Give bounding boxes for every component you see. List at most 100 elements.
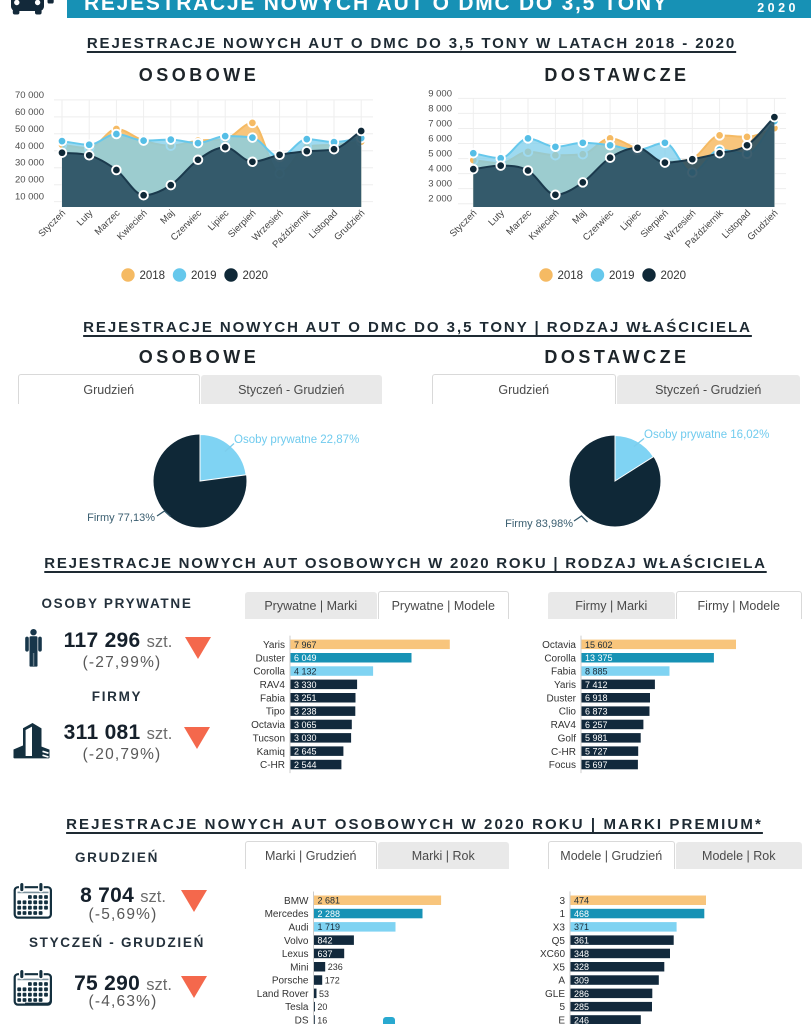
svg-text:1: 1 — [559, 909, 565, 920]
svg-text:7 000: 7 000 — [428, 119, 452, 130]
svg-text:C-HR: C-HR — [551, 747, 576, 758]
svg-text:Osoby prywatne 16,02%: Osoby prywatne 16,02% — [644, 429, 769, 441]
svg-text:Lipiec: Lipiec — [206, 208, 232, 234]
svg-text:Luty: Luty — [486, 208, 507, 229]
svg-text:Octavia: Octavia — [251, 720, 285, 731]
svg-text:5 727: 5 727 — [585, 747, 608, 757]
svg-text:Osoby prywatne 22,87%: Osoby prywatne 22,87% — [234, 434, 359, 446]
svg-text:Lexus: Lexus — [282, 949, 309, 960]
svg-text:285: 285 — [574, 1002, 589, 1012]
svg-text:3: 3 — [559, 896, 565, 907]
svg-text:Firmy 83,98%: Firmy 83,98% — [505, 518, 573, 530]
svg-text:Yaris: Yaris — [554, 680, 576, 691]
svg-text:3 251: 3 251 — [294, 693, 317, 703]
svg-text:Kwiecień: Kwiecień — [115, 208, 150, 243]
svg-text:2018: 2018 — [140, 270, 166, 282]
svg-text:4 132: 4 132 — [294, 667, 317, 677]
svg-text:50 000: 50 000 — [15, 124, 44, 135]
svg-text:20 000: 20 000 — [15, 175, 44, 186]
svg-text:Mercedes: Mercedes — [265, 909, 309, 920]
svg-text:6 918: 6 918 — [585, 693, 608, 703]
svg-text:348: 348 — [574, 949, 589, 959]
svg-text:6 873: 6 873 — [585, 707, 608, 717]
svg-text:1 719: 1 719 — [318, 922, 341, 932]
svg-text:Corolla: Corolla — [544, 653, 576, 664]
svg-text:40 000: 40 000 — [15, 141, 44, 152]
svg-text:Fabia: Fabia — [260, 693, 285, 704]
svg-text:C-HR: C-HR — [260, 760, 285, 771]
svg-text:328: 328 — [574, 962, 589, 972]
svg-text:Focus: Focus — [549, 760, 576, 771]
svg-text:Grudzień: Grudzień — [745, 208, 780, 243]
svg-text:842: 842 — [318, 936, 333, 946]
svg-text:Kwiecień: Kwiecień — [527, 208, 562, 243]
svg-text:Maj: Maj — [570, 208, 589, 227]
svg-text:3 330: 3 330 — [294, 680, 317, 690]
svg-text:2018: 2018 — [558, 270, 584, 282]
svg-text:Styczeń: Styczeń — [36, 208, 68, 240]
svg-text:Styczeń: Styczeń — [448, 208, 480, 240]
svg-text:RAV4: RAV4 — [551, 720, 577, 731]
svg-text:2019: 2019 — [609, 270, 635, 282]
svg-text:A: A — [558, 976, 565, 987]
svg-text:20: 20 — [317, 1002, 327, 1012]
svg-text:5 000: 5 000 — [428, 149, 452, 160]
svg-text:Tipo: Tipo — [266, 707, 286, 718]
svg-text:246: 246 — [574, 1015, 589, 1024]
svg-text:Kamiq: Kamiq — [257, 747, 285, 758]
svg-text:10 000: 10 000 — [15, 192, 44, 203]
svg-text:Audi: Audi — [288, 923, 308, 934]
svg-text:286: 286 — [574, 989, 589, 999]
svg-text:474: 474 — [574, 896, 589, 906]
svg-text:53: 53 — [319, 989, 329, 999]
svg-text:2 544: 2 544 — [294, 760, 317, 770]
svg-text:7 967: 7 967 — [294, 640, 317, 650]
svg-text:Tesla: Tesla — [285, 1002, 309, 1013]
svg-text:15 602: 15 602 — [585, 640, 613, 650]
svg-text:Volvo: Volvo — [284, 936, 309, 947]
svg-text:6 049: 6 049 — [294, 653, 317, 663]
svg-text:DS: DS — [295, 1016, 309, 1024]
svg-text:2 681: 2 681 — [318, 896, 341, 906]
svg-text:Porsche: Porsche — [272, 976, 309, 987]
svg-text:2020: 2020 — [243, 270, 269, 282]
svg-text:16: 16 — [317, 1015, 327, 1024]
svg-text:Luty: Luty — [75, 208, 96, 229]
svg-text:70 000: 70 000 — [15, 90, 44, 101]
svg-text:Corolla: Corolla — [253, 667, 285, 678]
svg-text:2 000: 2 000 — [428, 194, 452, 205]
svg-text:2020: 2020 — [661, 270, 687, 282]
svg-text:6 257: 6 257 — [585, 720, 608, 730]
svg-text:5 697: 5 697 — [585, 760, 608, 770]
svg-text:E: E — [558, 1016, 565, 1024]
svg-text:361: 361 — [574, 936, 589, 946]
svg-text:Clio: Clio — [559, 707, 577, 718]
svg-text:3 030: 3 030 — [294, 733, 317, 743]
svg-text:637: 637 — [318, 949, 333, 959]
svg-text:2 288: 2 288 — [318, 909, 341, 919]
svg-text:2019: 2019 — [191, 270, 217, 282]
svg-text:RAV4: RAV4 — [260, 680, 286, 691]
svg-text:5: 5 — [559, 1002, 565, 1013]
svg-text:Octavia: Octavia — [542, 640, 576, 651]
svg-text:Yaris: Yaris — [263, 640, 285, 651]
svg-text:9 000: 9 000 — [428, 88, 452, 99]
svg-text:3 238: 3 238 — [294, 707, 317, 717]
svg-text:Duster: Duster — [256, 653, 286, 664]
svg-text:30 000: 30 000 — [15, 158, 44, 169]
svg-text:XC60: XC60 — [540, 949, 565, 960]
svg-text:309: 309 — [574, 975, 589, 985]
svg-text:3 065: 3 065 — [294, 720, 317, 730]
svg-text:172: 172 — [325, 975, 340, 985]
svg-text:Firmy 77,13%: Firmy 77,13% — [87, 512, 155, 524]
svg-text:Duster: Duster — [547, 693, 577, 704]
svg-text:X3: X3 — [553, 923, 566, 934]
svg-text:Land Rover: Land Rover — [257, 989, 309, 1000]
svg-text:X5: X5 — [553, 962, 566, 973]
svg-text:Q5: Q5 — [552, 936, 566, 947]
svg-text:7 412: 7 412 — [585, 680, 608, 690]
svg-text:Mini: Mini — [290, 962, 308, 973]
svg-text:2 645: 2 645 — [294, 747, 317, 757]
svg-text:8 000: 8 000 — [428, 103, 452, 114]
svg-text:BMW: BMW — [284, 896, 309, 907]
